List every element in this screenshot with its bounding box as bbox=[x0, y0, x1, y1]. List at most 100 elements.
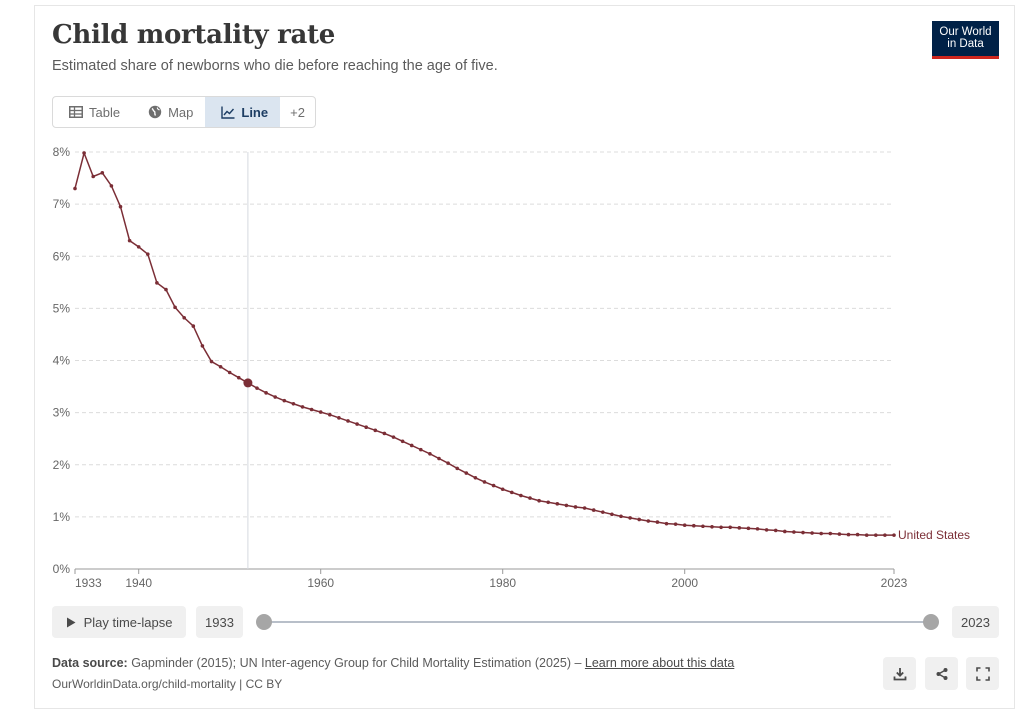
tab-table-label: Table bbox=[89, 104, 121, 120]
series-label-united-states: United States bbox=[898, 528, 970, 542]
data-point bbox=[564, 503, 569, 508]
tab-more[interactable]: +2 bbox=[280, 97, 315, 127]
table-icon bbox=[69, 105, 83, 119]
share-icon bbox=[936, 667, 947, 680]
download-icon bbox=[893, 667, 906, 680]
data-point bbox=[746, 526, 751, 531]
data-point bbox=[828, 531, 833, 536]
data-point bbox=[264, 391, 268, 395]
y-tick-label: 0% bbox=[53, 562, 71, 576]
data-point bbox=[309, 407, 314, 412]
data-point bbox=[328, 412, 332, 417]
data-point bbox=[546, 500, 550, 505]
chart-frame bbox=[34, 5, 1015, 709]
data-point bbox=[346, 419, 350, 423]
data-point bbox=[783, 529, 787, 534]
learn-more-link[interactable]: Learn more about this data bbox=[584, 656, 735, 670]
data-point bbox=[136, 245, 141, 249]
timeline-slider-track[interactable] bbox=[263, 621, 931, 623]
data-point bbox=[846, 532, 851, 537]
fullscreen-button[interactable] bbox=[966, 657, 999, 690]
logo-line-2: in Data bbox=[947, 38, 984, 50]
x-tick-label: 2000 bbox=[671, 576, 698, 590]
data-point bbox=[91, 174, 95, 179]
data-point bbox=[100, 171, 105, 175]
data-source-label: Data source: bbox=[52, 656, 128, 670]
data-source-text: Gapminder (2015); UN Inter-agency Group … bbox=[131, 656, 582, 670]
series-line-united-states bbox=[74, 150, 894, 536]
owid-logo[interactable]: Our World in Data bbox=[932, 21, 999, 59]
data-point bbox=[218, 364, 223, 369]
data-point bbox=[864, 533, 869, 537]
data-point bbox=[82, 151, 86, 155]
data-point bbox=[801, 530, 805, 535]
tab-table[interactable]: Table bbox=[53, 97, 132, 127]
data-point bbox=[537, 498, 541, 503]
x-tick-label: 1933 bbox=[75, 576, 102, 590]
data-point bbox=[146, 252, 150, 256]
x-tick-label: 2023 bbox=[881, 576, 908, 590]
data-point bbox=[892, 533, 896, 537]
y-tick-label: 8% bbox=[53, 145, 71, 159]
data-point bbox=[191, 324, 196, 328]
data-point bbox=[619, 514, 623, 519]
data-point bbox=[73, 186, 77, 191]
data-point bbox=[282, 398, 287, 403]
tab-map-label: Map bbox=[168, 104, 194, 120]
data-point bbox=[628, 516, 632, 520]
data-point bbox=[400, 439, 405, 444]
data-point bbox=[582, 506, 587, 510]
play-timelapse-button[interactable]: Play time-lapse bbox=[52, 606, 186, 638]
data-point bbox=[510, 490, 514, 495]
data-point bbox=[855, 532, 860, 537]
data-point bbox=[755, 527, 760, 531]
data-point bbox=[409, 443, 414, 448]
data-point bbox=[664, 521, 669, 526]
x-tick-label: 1960 bbox=[307, 576, 334, 590]
data-point bbox=[837, 532, 842, 536]
data-point bbox=[655, 520, 660, 524]
data-point bbox=[464, 471, 469, 475]
data-point bbox=[127, 238, 132, 243]
data-point bbox=[118, 204, 123, 209]
end-year-button[interactable]: 2023 bbox=[952, 606, 999, 638]
y-tick-label: 1% bbox=[53, 510, 71, 524]
tab-line-label: Line bbox=[241, 104, 269, 120]
y-tick-label: 3% bbox=[53, 406, 71, 420]
line-chart-icon bbox=[221, 105, 235, 119]
timeline-start-handle[interactable] bbox=[256, 614, 272, 630]
source-url: OurWorldinData.org/child-mortality | CC … bbox=[52, 677, 283, 691]
data-point bbox=[209, 359, 214, 364]
data-point bbox=[182, 315, 186, 320]
share-button[interactable] bbox=[925, 657, 958, 690]
play-timelapse-label: Play time-lapse bbox=[83, 614, 173, 630]
data-point bbox=[637, 517, 641, 522]
logo-line-1: Our World bbox=[939, 26, 992, 38]
data-point bbox=[173, 305, 177, 310]
data-point bbox=[473, 475, 478, 480]
data-point bbox=[419, 447, 423, 452]
data-point bbox=[710, 524, 714, 529]
data-point bbox=[437, 456, 441, 461]
data-point bbox=[237, 375, 241, 380]
data-source: Data source: Gapminder (2015); UN Inter-… bbox=[52, 656, 734, 670]
timeline-end-handle[interactable] bbox=[923, 614, 939, 630]
data-point bbox=[555, 502, 560, 506]
data-point bbox=[155, 281, 159, 285]
data-point bbox=[500, 487, 505, 492]
download-button[interactable] bbox=[883, 657, 916, 690]
data-point bbox=[792, 530, 796, 534]
data-point bbox=[682, 523, 687, 528]
y-tick-label: 2% bbox=[53, 458, 71, 472]
tab-line[interactable]: Line bbox=[205, 97, 281, 127]
data-point bbox=[773, 528, 778, 533]
data-point bbox=[109, 184, 114, 188]
tab-map[interactable]: Map bbox=[132, 97, 205, 127]
data-point bbox=[737, 526, 742, 530]
data-point bbox=[519, 493, 523, 498]
chart-title: Child mortality rate bbox=[52, 20, 336, 50]
start-year-button[interactable]: 1933 bbox=[196, 606, 243, 638]
chart-subtitle: Estimated share of newborns who die befo… bbox=[52, 58, 498, 74]
data-point bbox=[273, 395, 278, 399]
